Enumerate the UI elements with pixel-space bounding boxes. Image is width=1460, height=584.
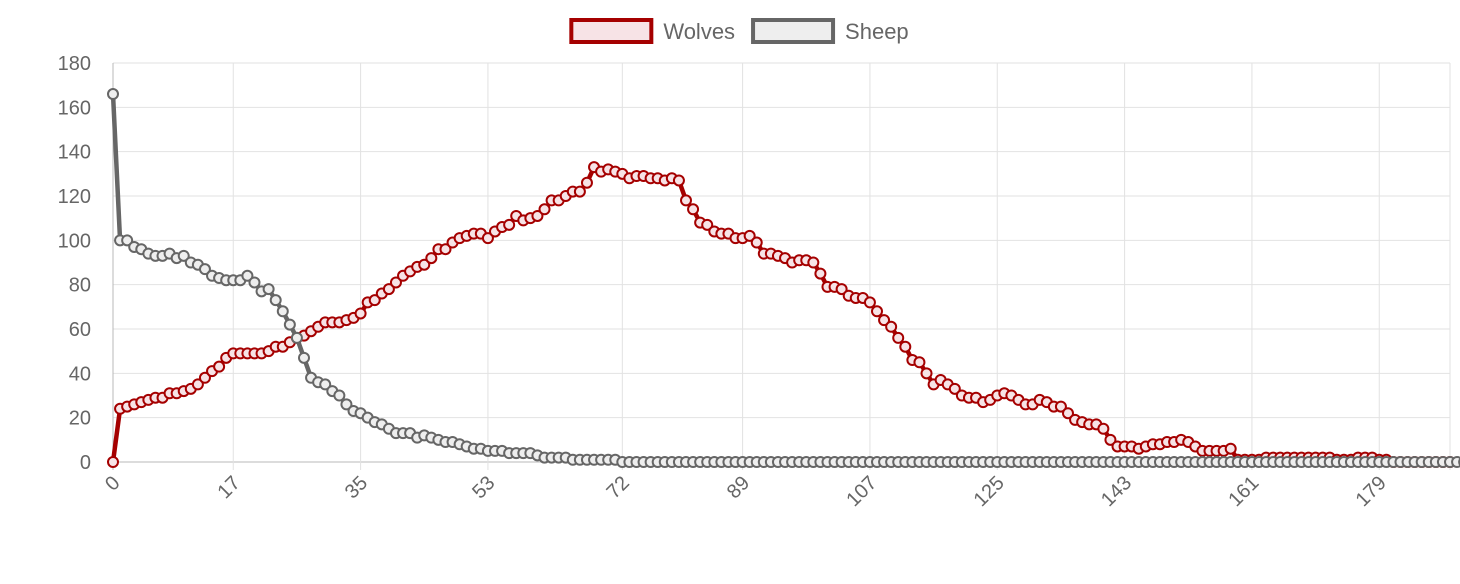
data-point[interactable] [1224, 442, 1237, 455]
data-point[interactable] [319, 378, 332, 391]
data-point[interactable] [835, 283, 848, 296]
data-point[interactable] [1451, 456, 1460, 468]
data-point[interactable] [481, 232, 494, 245]
series-line-sheep [110, 93, 1460, 465]
data-point[interactable] [425, 252, 438, 265]
x-tick-label: 161 [1224, 472, 1263, 511]
legend-item-wolves[interactable]: Wolves [569, 18, 735, 44]
data-point[interactable] [283, 318, 296, 331]
legend-item-sheep[interactable]: Sheep [751, 18, 909, 44]
y-tick-label: 140 [58, 142, 91, 164]
x-tick-label: 72 [603, 472, 634, 503]
y-tick-label: 80 [69, 275, 91, 297]
data-point[interactable] [1054, 400, 1067, 413]
series-wolves [107, 161, 1456, 468]
data-point[interactable] [177, 249, 190, 262]
data-point[interactable] [878, 314, 891, 327]
x-tick-label: 143 [1097, 472, 1136, 511]
data-point[interactable] [863, 296, 876, 309]
data-point[interactable] [948, 382, 961, 395]
x-tick-label: 35 [341, 472, 372, 503]
data-point[interactable] [680, 194, 692, 207]
data-point[interactable] [538, 203, 551, 216]
data-point[interactable] [248, 276, 261, 289]
data-point[interactable] [885, 320, 898, 333]
grid [112, 62, 1451, 470]
y-tick-label: 20 [69, 408, 91, 430]
data-point[interactable] [198, 263, 211, 276]
data-point[interactable] [807, 256, 820, 269]
data-point[interactable] [241, 269, 254, 282]
x-tick-label: 53 [468, 472, 499, 503]
y-tick-label: 40 [69, 363, 91, 385]
data-point[interactable] [913, 356, 926, 369]
data-point[interactable] [580, 176, 593, 189]
data-point[interactable] [1104, 433, 1117, 446]
data-point[interactable] [503, 218, 516, 231]
legend-label: Wolves [663, 19, 735, 44]
legend-swatch [751, 18, 836, 44]
y-tick-label: 100 [58, 230, 91, 252]
data-point[interactable] [382, 283, 395, 296]
data-point[interactable] [213, 360, 226, 373]
data-point[interactable] [269, 294, 282, 307]
x-tick-label: 17 [214, 472, 245, 503]
data-point[interactable] [389, 276, 402, 289]
data-point[interactable] [814, 267, 827, 280]
x-tick-label: 179 [1352, 472, 1391, 511]
legend-label: Sheep [845, 19, 909, 44]
y-tick-label: 160 [58, 97, 91, 119]
data-point[interactable] [121, 234, 134, 247]
data-point[interactable] [340, 398, 353, 411]
data-point[interactable] [368, 294, 381, 307]
series-sheep [107, 88, 1460, 468]
y-tick-label: 120 [58, 186, 91, 208]
data-point[interactable] [107, 456, 119, 468]
data-point[interactable] [418, 258, 431, 271]
data-point[interactable] [1097, 422, 1110, 435]
data-point[interactable] [1062, 407, 1074, 420]
data-point[interactable] [701, 218, 714, 231]
data-point[interactable] [290, 331, 303, 344]
y-tick-label: 0 [80, 452, 91, 474]
data-point[interactable] [687, 203, 700, 216]
y-tick-label: 180 [58, 53, 91, 75]
data-point[interactable] [198, 371, 211, 384]
data-point[interactable] [439, 243, 452, 256]
legend-swatch [569, 18, 654, 44]
x-axis: 0 17 35 53 72 89 107 125 143 161 179 [101, 472, 1391, 511]
data-point[interactable] [573, 185, 586, 198]
data-point[interactable] [672, 174, 685, 187]
data-point[interactable] [354, 307, 367, 320]
data-point[interactable] [298, 351, 310, 364]
data-point[interactable] [871, 305, 883, 318]
y-tick-label: 60 [69, 319, 91, 341]
y-axis: 0 20 40 60 80 100 120 140 160 180 [58, 53, 91, 474]
data-point[interactable] [892, 331, 905, 344]
data-point[interactable] [191, 378, 204, 391]
x-tick-label: 89 [723, 472, 754, 503]
data-point[interactable] [743, 229, 756, 242]
plot-area [107, 88, 1460, 468]
data-point[interactable] [920, 367, 933, 380]
data-point[interactable] [333, 389, 346, 402]
x-tick-label: 107 [842, 472, 881, 511]
x-tick-label: 0 [101, 472, 124, 495]
data-point[interactable] [899, 340, 912, 353]
x-tick-label: 125 [970, 472, 1009, 511]
data-point[interactable] [107, 88, 119, 101]
data-point[interactable] [276, 305, 289, 318]
data-point[interactable] [262, 283, 275, 296]
data-point[interactable] [750, 236, 763, 249]
legend[interactable]: Wolves Sheep [569, 18, 909, 44]
data-point[interactable] [531, 209, 544, 222]
